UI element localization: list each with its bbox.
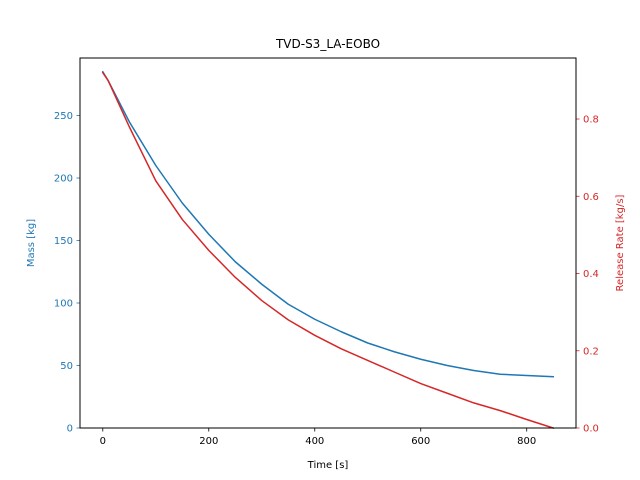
left-y-tick-label: 150: [54, 236, 73, 247]
x-tick-label: 400: [305, 436, 324, 447]
mass-series-line: [101, 70, 554, 378]
left-y-tick-label: 50: [60, 361, 73, 372]
left-y-tick-label: 250: [54, 111, 73, 122]
left-y-axis-label: Mass [kg]: [26, 219, 37, 267]
right-y-axis-ticks: 0.0 0.2 0.4 0.6 0.8: [576, 115, 599, 435]
plot-frame: [79, 57, 577, 429]
x-tick-label: 200: [199, 436, 218, 447]
right-y-tick-label: 0.4: [583, 269, 599, 280]
x-axis-ticks: 0 200 400 600 800: [100, 428, 536, 447]
x-tick-label: 600: [411, 436, 430, 447]
right-y-axis-label: Release Rate [kg/s]: [615, 194, 626, 291]
right-y-tick-label: 0.8: [583, 115, 599, 126]
chart-title: TVD-S3_LA-EOBO: [275, 37, 380, 51]
left-y-axis-ticks: 0 50 100 150 200 250: [54, 111, 80, 435]
plot-lines: [101, 70, 555, 429]
release-rate-series-line: [101, 71, 555, 429]
x-axis-label: Time [s]: [307, 460, 349, 471]
right-y-tick-label: 0.0: [583, 424, 599, 435]
left-y-tick-label: 100: [54, 299, 73, 310]
right-y-tick-label: 0.2: [583, 346, 599, 357]
x-tick-label: 800: [517, 436, 536, 447]
left-y-tick-label: 200: [54, 174, 73, 185]
left-y-tick-label: 0: [67, 424, 73, 435]
right-y-tick-label: 0.6: [583, 192, 599, 203]
x-tick-label: 0: [100, 436, 106, 447]
